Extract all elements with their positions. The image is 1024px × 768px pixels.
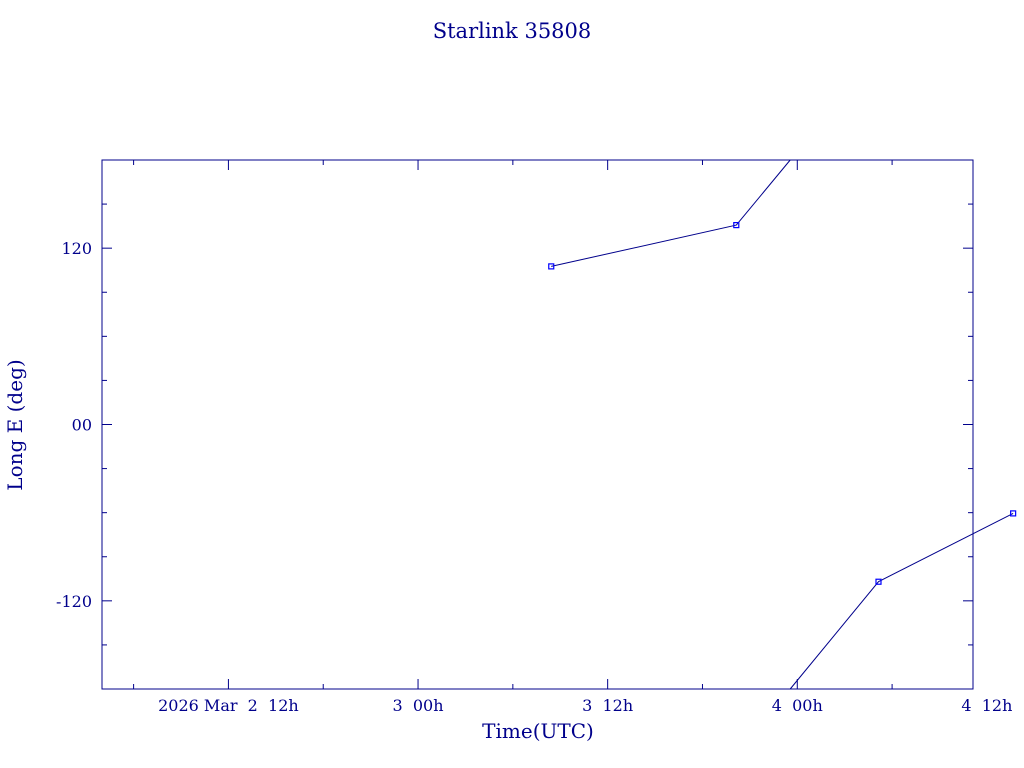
x-tick-label: 4 00h (772, 696, 823, 715)
data-point-marker (875, 578, 882, 585)
x-tick-label: 3 12h (582, 696, 633, 715)
data-point-marker (733, 221, 740, 229)
minor-ticks (102, 160, 973, 689)
data-point-marker (548, 263, 555, 270)
x-tick-label: 4 12h (961, 696, 1012, 715)
series-group (548, 159, 1017, 690)
y-tick-label: 120 (61, 239, 92, 258)
data-point-marker (1010, 510, 1017, 517)
x-tick-label: 3 00h (393, 696, 444, 715)
series-line-segment (551, 159, 791, 267)
series-line-segment (789, 512, 1014, 690)
y-axis-title: Long E (deg) (3, 359, 27, 490)
x-axis-ticks: 2026 Mar 2 12h 3 00h 3 12h 4 00h 4 12h (158, 160, 1012, 715)
y-tick-label: -120 (56, 592, 92, 611)
y-tick-label: 00 (72, 416, 92, 435)
plot-frame (101, 159, 974, 690)
x-tick-label: 2026 Mar 2 12h (158, 696, 299, 715)
chart-title: Starlink 35808 (433, 19, 592, 43)
y-axis-ticks: 120 00 -120 (56, 239, 973, 611)
x-axis-title: Time(UTC) (482, 719, 594, 743)
